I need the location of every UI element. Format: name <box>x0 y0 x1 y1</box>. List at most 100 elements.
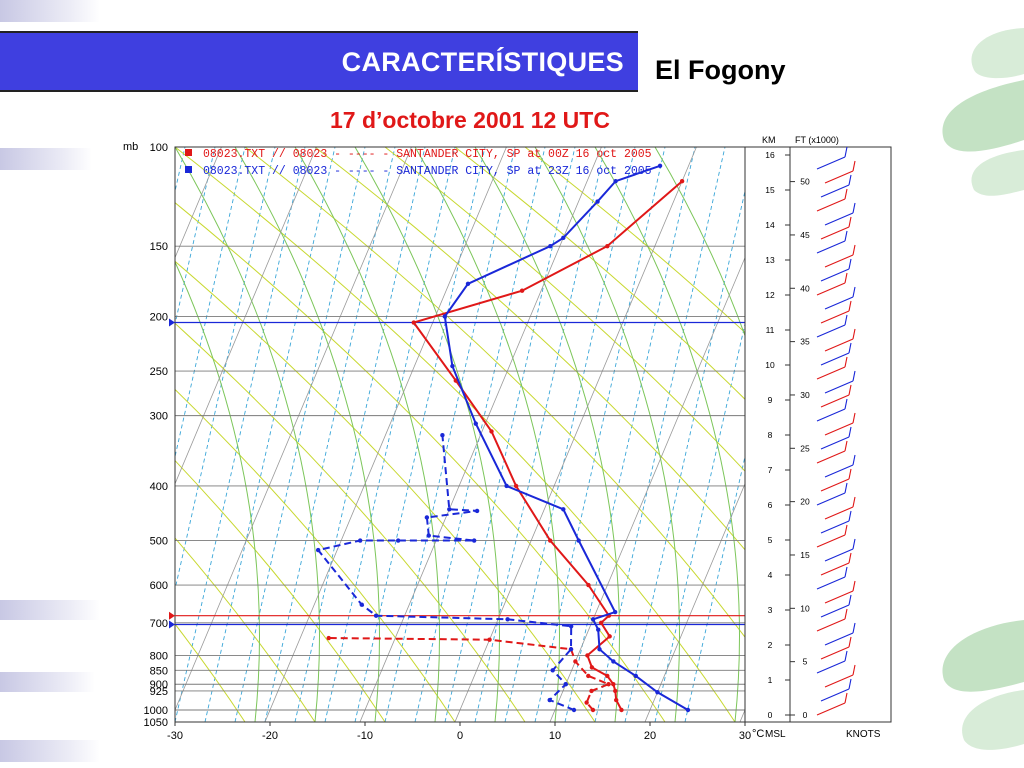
mixing-ratio-line <box>444 147 576 722</box>
wind-barb <box>816 660 846 674</box>
series-1-temperature-line-point <box>590 617 596 622</box>
km-tick-label: 6 <box>768 500 773 510</box>
wind-barb-flag <box>848 384 852 396</box>
wind-barb-flag <box>852 286 856 298</box>
x-tick-label: 0 <box>457 730 463 742</box>
mixing-ratio-line <box>264 147 396 722</box>
isotherm-line <box>175 147 317 485</box>
series-1-dewpoint-line-point <box>505 617 510 622</box>
wind-barb-flag <box>844 188 848 200</box>
pressure-tick-label: 600 <box>150 580 168 592</box>
mixing-ratio-line <box>115 147 125 722</box>
chart-background-lines <box>115 147 745 722</box>
wind-barb <box>824 422 854 436</box>
series-0-temperature-line-point <box>605 243 610 249</box>
wind-barb <box>816 240 846 254</box>
moist-adiabat-line <box>414 147 560 722</box>
wind-barb <box>820 478 850 492</box>
wind-barb <box>816 408 846 422</box>
x-tick-label: -20 <box>262 730 278 742</box>
pressure-tick-label: 1050 <box>144 717 168 729</box>
sounding-date: 17 d’octobre 2001 12 UTC <box>330 107 610 133</box>
mixing-ratio-line <box>594 147 726 722</box>
axis-layer: mb °C <box>123 141 764 740</box>
panel-border <box>744 146 892 723</box>
isotherm-line <box>644 482 745 722</box>
series-0-dewpoint-line <box>328 637 612 711</box>
isotherm-line <box>115 147 126 722</box>
series-0-dewpoint-line-point <box>606 682 611 687</box>
wind-barb-flag <box>848 300 852 312</box>
series-0-dewpoint-line-point <box>487 637 492 642</box>
series-1-dewpoint-line <box>316 435 575 711</box>
series-1-dewpoint-line-point <box>571 707 577 713</box>
wind-barb-flag <box>852 160 856 172</box>
wind-barb <box>816 618 846 632</box>
series-1-dewpoint-line-point <box>447 507 452 512</box>
wind-barb-flag <box>852 328 856 340</box>
dry-adiabat-line <box>175 721 176 722</box>
x-tick-label: -30 <box>167 730 183 742</box>
x-axis-unit: °C <box>752 728 764 740</box>
km-tick-label: 14 <box>765 220 775 230</box>
series-0-temperature-line-point <box>605 673 610 679</box>
decor-bar-left-3 <box>0 672 95 692</box>
series-0-temperature-line-point <box>607 634 612 639</box>
wind-barb-flag <box>844 356 848 368</box>
ft-tick-label: 20 <box>800 497 810 507</box>
series-1-temperature-line-point <box>596 627 601 632</box>
decor-bar-left-2 <box>0 600 100 620</box>
wind-barb <box>820 352 850 366</box>
wind-barb-flag <box>844 314 848 326</box>
place-name: El Fogony <box>655 55 786 85</box>
km-tick-label: 8 <box>768 430 773 440</box>
decor-bar-left-4 <box>0 740 100 762</box>
series-0-temperature-line-point <box>513 483 519 489</box>
wind-barb-flag <box>852 496 856 508</box>
dry-adiabat-line <box>454 147 745 401</box>
pressure-tick-label: 900 <box>150 679 168 691</box>
wind-barb <box>820 184 850 198</box>
series-0-temperature-line-point <box>519 288 525 293</box>
series-1-dewpoint-line-point <box>568 624 574 629</box>
wind-barb <box>816 366 846 380</box>
pressure-tick-label: 100 <box>150 142 168 154</box>
series-1-dewpoint-line-point <box>315 547 321 553</box>
wind-barb <box>816 450 846 464</box>
knots-label: KNOTS <box>846 729 881 740</box>
series-0-temperature-line-point <box>613 688 618 694</box>
dry-adiabat-line <box>175 260 596 722</box>
series-1-dewpoint-line-point <box>563 682 569 687</box>
series-1-dewpoint-line-point <box>471 538 477 543</box>
wind-barb-flag <box>848 468 852 480</box>
wind-barb <box>824 212 854 226</box>
dry-adiabat-line <box>175 147 736 722</box>
pressure-tick-label: 250 <box>150 366 168 378</box>
wind-barb-flag <box>844 482 848 494</box>
km-tick-label: 12 <box>765 290 775 300</box>
series-0-temperature-line-point <box>613 697 619 703</box>
mixing-ratio-line <box>384 147 516 722</box>
wind-barb <box>820 688 850 702</box>
series-1-temperature-line-point <box>685 707 691 713</box>
km-tick-label: 7 <box>768 465 773 475</box>
pressure-tick-label: 200 <box>150 311 168 323</box>
legend-marker-red <box>185 149 192 156</box>
series-1-temperature-line-point <box>450 363 455 369</box>
mixing-ratio-line <box>414 147 546 722</box>
wind-barb-flag <box>852 538 856 550</box>
wind-barb <box>816 198 846 212</box>
mixing-ratio-line <box>354 147 486 722</box>
moist-adiabat-line <box>474 147 620 722</box>
slide-title: CARACTERÍSTIQUES <box>341 47 624 77</box>
x-tick-label: 20 <box>644 730 656 742</box>
series-1-temperature-line-point <box>612 609 618 615</box>
dry-adiabat-line <box>314 147 745 551</box>
background-clip-group <box>115 147 745 722</box>
wind-barb <box>816 576 846 590</box>
wind-barb-flag <box>852 202 856 214</box>
y-axis-unit: mb <box>123 141 138 153</box>
x-tick-label: 10 <box>549 730 561 742</box>
mixing-ratio-line <box>175 147 246 459</box>
pressure-tick-label: 500 <box>150 536 168 548</box>
